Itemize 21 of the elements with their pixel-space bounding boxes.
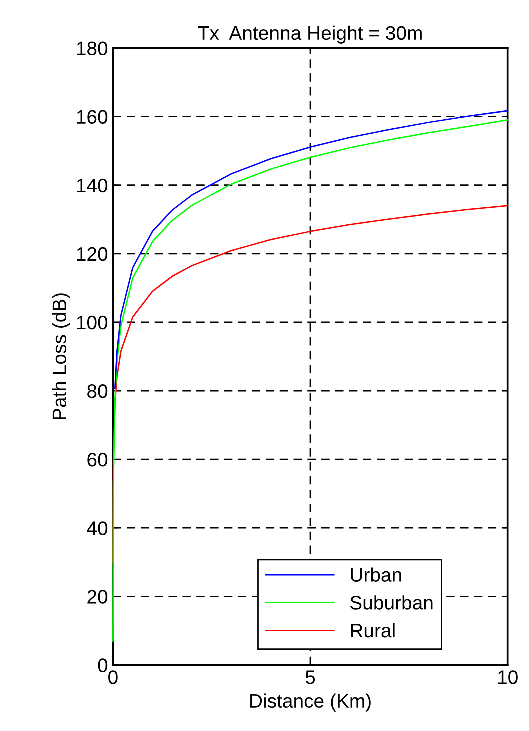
x-tick-label: 10: [498, 670, 518, 684]
line-series: [114, 110, 509, 390]
y-tick-label: 0: [98, 658, 108, 672]
y-tick-label: 20: [88, 590, 108, 604]
x-tick-label: 0: [108, 670, 118, 684]
y-tick-label: 40: [87, 522, 108, 536]
x-axis-title: Distance (Km): [250, 694, 371, 712]
line-series: [112, 120, 509, 642]
legend-label: Rural: [351, 623, 395, 638]
y-tick-label: 180: [77, 42, 108, 56]
y-tick-label: 160: [77, 110, 108, 124]
legend-label: Suburban: [350, 596, 433, 610]
y-tick-label: 120: [77, 247, 108, 262]
x-tick-label: 5: [306, 670, 316, 684]
y-axis-title: Path Loss (dB): [52, 294, 70, 420]
y-tick-label: 80: [88, 384, 108, 398]
y-tick-label: 60: [88, 453, 108, 467]
legend-label: Urban: [351, 568, 402, 582]
y-tick-label: 100: [77, 316, 108, 330]
chart-title: Tx Antenna Height = 30m: [198, 26, 422, 44]
y-tick-label: 140: [77, 178, 108, 193]
